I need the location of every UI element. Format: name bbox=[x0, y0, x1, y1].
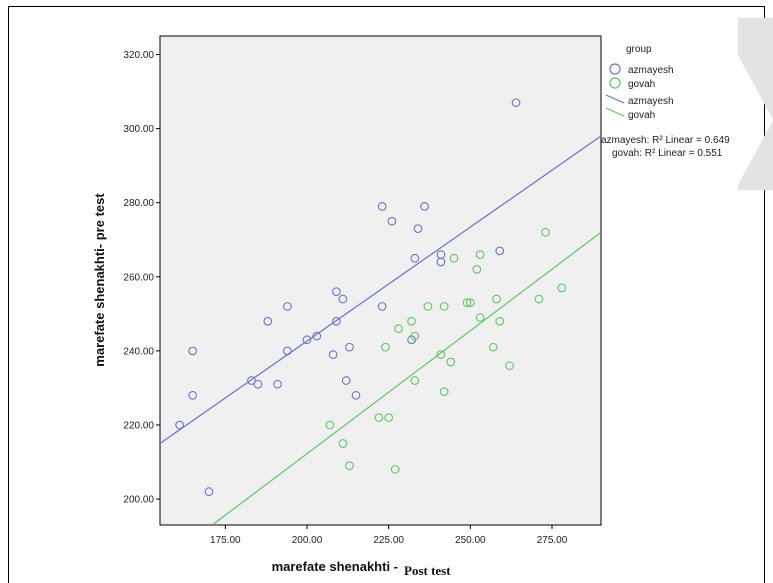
point-govah-28 bbox=[557, 283, 567, 293]
legend-label-azmayesh-marker: azmayesh bbox=[628, 65, 674, 76]
legend-label-azmayesh-line: azmayesh bbox=[628, 96, 674, 107]
legend-marker-govah bbox=[609, 77, 621, 89]
y-axis-title: marefate shenakhti- pre test bbox=[92, 193, 107, 367]
r2-annotation-govah: govah: R² Linear = 0.551 bbox=[612, 148, 723, 159]
point-azmayesh-21 bbox=[387, 216, 397, 226]
point-govah-11 bbox=[423, 302, 433, 311]
point-azmayesh-12 bbox=[328, 350, 338, 359]
point-azmayesh-0 bbox=[175, 420, 184, 430]
legend-label-govah-marker: govah bbox=[628, 79, 655, 90]
point-govah-6 bbox=[390, 465, 400, 474]
point-govah-22 bbox=[488, 342, 498, 352]
point-azmayesh-3 bbox=[204, 487, 214, 497]
point-azmayesh-1 bbox=[188, 390, 198, 400]
x-tick-label: 250.00 bbox=[455, 535, 486, 546]
point-azmayesh-2 bbox=[188, 346, 198, 356]
point-azmayesh-7 bbox=[273, 379, 282, 389]
point-azmayesh-9 bbox=[283, 302, 292, 311]
point-azmayesh-27 bbox=[436, 257, 446, 267]
y-tick-label: 320.00 bbox=[123, 50, 154, 61]
point-azmayesh-10 bbox=[302, 335, 312, 345]
point-govah-25 bbox=[505, 361, 514, 371]
x-axis-title-extra: Post test bbox=[404, 563, 451, 578]
point-govah-14 bbox=[439, 302, 449, 311]
point-govah-2 bbox=[345, 461, 354, 471]
point-azmayesh-28 bbox=[495, 246, 505, 256]
point-govah-15 bbox=[446, 357, 456, 367]
point-govah-0 bbox=[325, 420, 335, 430]
point-azmayesh-14 bbox=[332, 316, 341, 326]
point-govah-27 bbox=[541, 227, 550, 237]
fit-line-govah bbox=[211, 231, 601, 525]
point-govah-24 bbox=[495, 316, 505, 326]
legend: group azmayesh govah azmayesh govah azma… bbox=[601, 44, 730, 159]
x-axis-title: marefate shenakhti - bbox=[272, 559, 398, 574]
side-tab-decoration bbox=[738, 18, 773, 190]
fit-line-azmayesh bbox=[160, 135, 601, 444]
point-govah-20 bbox=[475, 313, 485, 322]
point-azmayesh-13 bbox=[332, 287, 341, 296]
y-tick-label: 220.00 bbox=[123, 420, 154, 431]
point-govah-18 bbox=[465, 298, 475, 308]
point-govah-9 bbox=[410, 331, 420, 341]
point-azmayesh-16 bbox=[341, 376, 351, 385]
point-govah-10 bbox=[410, 376, 420, 385]
y-axis-ticks: 200.00 220.00 240.00 260.00 280.00 300.00 320.… bbox=[123, 50, 160, 506]
point-azmayesh-8 bbox=[283, 346, 292, 356]
point-azmayesh-11 bbox=[312, 331, 322, 341]
x-tick-label: 200.00 bbox=[292, 535, 323, 546]
point-azmayesh-29 bbox=[511, 98, 521, 108]
point-azmayesh-24 bbox=[413, 224, 423, 233]
point-azmayesh-18 bbox=[351, 390, 361, 400]
point-azmayesh-6 bbox=[263, 316, 273, 326]
data-points bbox=[175, 98, 567, 497]
point-govah-26 bbox=[534, 294, 544, 304]
point-govah-8 bbox=[407, 316, 416, 326]
legend-label-govah-line: govah bbox=[628, 110, 655, 121]
x-tick-label: 225.00 bbox=[373, 535, 404, 546]
legend-line-govah bbox=[605, 107, 625, 117]
plot-area bbox=[159, 35, 602, 526]
x-tick-label: 175.00 bbox=[210, 535, 241, 546]
x-axis-title-main: marefate shenakhti - bbox=[272, 559, 398, 574]
point-govah-23 bbox=[492, 294, 501, 304]
point-azmayesh-23 bbox=[410, 253, 420, 263]
y-tick-label: 200.00 bbox=[123, 495, 154, 506]
point-azmayesh-15 bbox=[338, 294, 348, 304]
point-govah-4 bbox=[381, 342, 390, 352]
x-axis-ticks: 175.00 200.00 225.00 250.00 275.00 bbox=[210, 525, 568, 546]
y-tick-label: 280.00 bbox=[123, 198, 154, 209]
point-govah-19 bbox=[472, 265, 482, 274]
point-govah-17 bbox=[462, 298, 472, 308]
y-tick-label: 260.00 bbox=[123, 272, 154, 283]
point-govah-5 bbox=[384, 413, 394, 422]
point-azmayesh-5 bbox=[253, 379, 263, 389]
point-azmayesh-25 bbox=[420, 202, 429, 211]
point-azmayesh-17 bbox=[345, 342, 354, 352]
legend-line-azmayesh bbox=[605, 94, 625, 104]
legend-marker-azmayesh bbox=[609, 63, 621, 75]
point-govah-13 bbox=[439, 387, 449, 396]
point-azmayesh-4 bbox=[247, 376, 256, 385]
fit-lines bbox=[160, 135, 601, 525]
point-govah-7 bbox=[394, 324, 403, 334]
y-tick-label: 300.00 bbox=[123, 124, 154, 135]
r2-annotation-azmayesh: azmayesh: R² Linear = 0.649 bbox=[601, 135, 730, 146]
point-govah-1 bbox=[338, 439, 348, 448]
point-govah-3 bbox=[374, 413, 384, 422]
y-tick-label: 240.00 bbox=[123, 346, 154, 357]
legend-title: group bbox=[626, 44, 652, 55]
point-govah-16 bbox=[449, 253, 459, 263]
point-azmayesh-20 bbox=[377, 302, 387, 311]
point-govah-12 bbox=[436, 350, 446, 359]
x-tick-label: 275.00 bbox=[537, 535, 568, 546]
point-govah-21 bbox=[475, 250, 485, 259]
figure-frame bbox=[8, 6, 765, 583]
point-azmayesh-19 bbox=[377, 202, 387, 211]
